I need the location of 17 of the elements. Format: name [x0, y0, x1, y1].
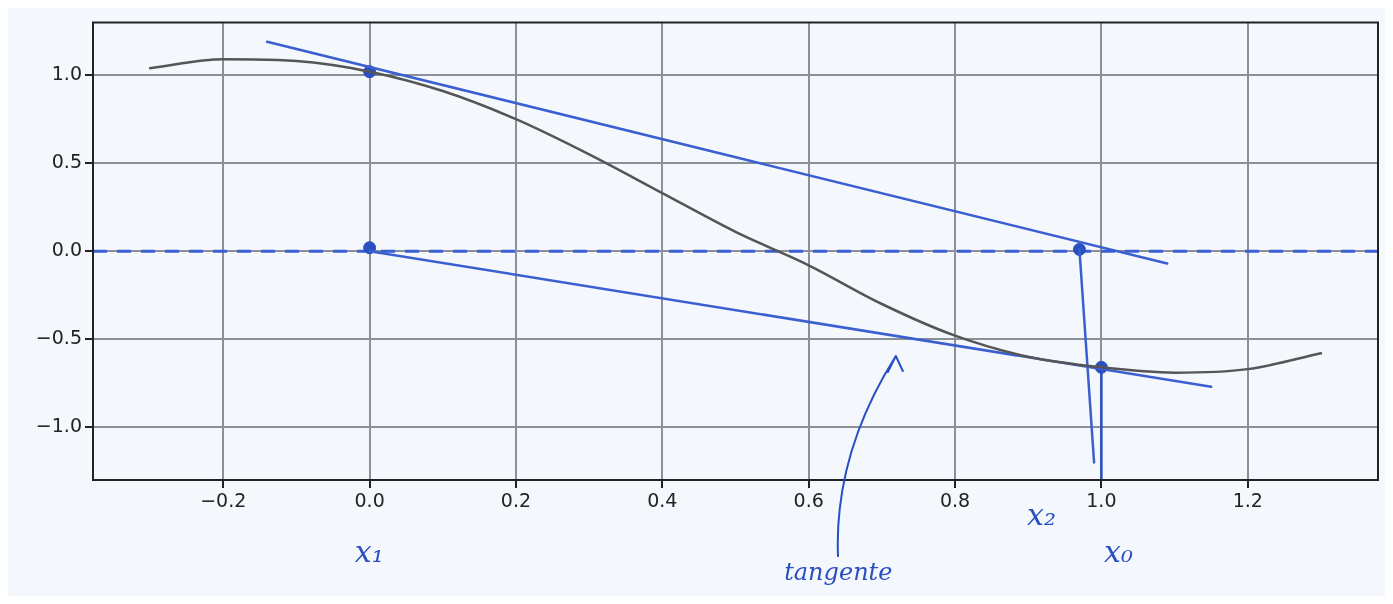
x-tick-label: 0.2: [500, 489, 532, 512]
x-tick-label: 0.6: [793, 489, 824, 512]
y-tick-label: −0.5: [35, 326, 82, 349]
text: x₁: [354, 534, 384, 569]
x-tick-label: 0.4: [647, 489, 678, 512]
x-tick-label: −0.2: [200, 489, 247, 512]
x-tick-label: 0.0: [354, 489, 385, 512]
x-tick-label: 0.8: [939, 489, 971, 512]
y-tick-label: −1.0: [35, 414, 82, 437]
x-tick-label: 1.2: [1232, 489, 1263, 512]
y-tick-label: 0.5: [51, 150, 82, 173]
text: x₀: [1103, 534, 1133, 569]
y-tick-label: 0.0: [51, 238, 82, 261]
y-tick-label: 1.0: [51, 62, 82, 85]
text: tangente: [784, 558, 893, 586]
x-tick-label: 1.0: [1086, 489, 1117, 512]
text: x₂: [1026, 497, 1056, 532]
